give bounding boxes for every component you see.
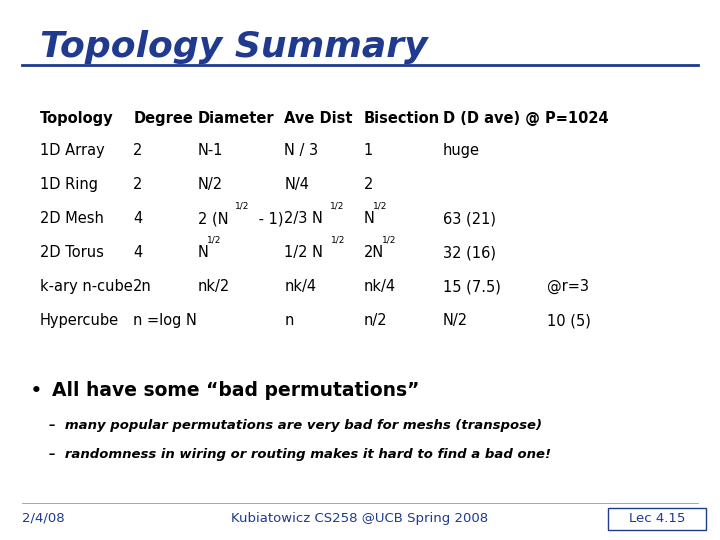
Text: Kubiatowicz CS258 @UCB Spring 2008: Kubiatowicz CS258 @UCB Spring 2008 [231, 512, 489, 525]
Text: 1/2: 1/2 [331, 235, 346, 245]
Text: Topology Summary: Topology Summary [40, 30, 427, 64]
Text: nk/4: nk/4 [284, 279, 317, 294]
Text: N/4: N/4 [284, 177, 310, 192]
Text: Ave Dist: Ave Dist [284, 111, 353, 126]
Text: 10 (5): 10 (5) [547, 313, 591, 328]
Text: 2: 2 [133, 177, 143, 192]
Text: - 1): - 1) [254, 211, 284, 226]
Text: 1D Array: 1D Array [40, 143, 104, 158]
Text: 63 (21): 63 (21) [443, 211, 496, 226]
Text: N/2: N/2 [198, 177, 223, 192]
Text: nk/4: nk/4 [364, 279, 396, 294]
Text: 2N: 2N [364, 245, 384, 260]
Text: nk/2: nk/2 [198, 279, 230, 294]
Text: 2: 2 [364, 177, 373, 192]
Text: Hypercube: Hypercube [40, 313, 119, 328]
Text: 1/2: 1/2 [235, 201, 250, 211]
Text: huge: huge [443, 143, 480, 158]
Text: 1D Ring: 1D Ring [40, 177, 98, 192]
Text: 2/4/08: 2/4/08 [22, 512, 64, 525]
Text: Degree: Degree [133, 111, 193, 126]
Text: Diameter: Diameter [198, 111, 274, 126]
Text: 2 (N: 2 (N [198, 211, 229, 226]
Text: 1/2: 1/2 [373, 201, 387, 211]
Text: 32 (16): 32 (16) [443, 245, 496, 260]
Text: n/2: n/2 [364, 313, 387, 328]
Text: N: N [198, 245, 209, 260]
Text: 1/2: 1/2 [207, 235, 222, 245]
Text: –  many popular permutations are very bad for meshs (transpose): – many popular permutations are very bad… [49, 418, 542, 431]
Text: 2D Torus: 2D Torus [40, 245, 104, 260]
Text: k-ary n-cube: k-ary n-cube [40, 279, 132, 294]
Text: 15 (7.5): 15 (7.5) [443, 279, 500, 294]
FancyBboxPatch shape [608, 508, 706, 530]
Text: •: • [30, 381, 43, 401]
Text: 1/2: 1/2 [330, 201, 344, 211]
Text: N-1: N-1 [198, 143, 223, 158]
Text: D (D ave) @ P=1024: D (D ave) @ P=1024 [443, 111, 608, 126]
Text: 2n: 2n [133, 279, 152, 294]
Text: N/2: N/2 [443, 313, 468, 328]
Text: –  randomness in wiring or routing makes it hard to find a bad one!: – randomness in wiring or routing makes … [49, 448, 551, 461]
Text: All have some “bad permutations”: All have some “bad permutations” [52, 381, 419, 400]
Text: Bisection: Bisection [364, 111, 440, 126]
Text: N / 3: N / 3 [284, 143, 318, 158]
Text: 1/2: 1/2 [382, 235, 397, 245]
Text: N: N [364, 211, 374, 226]
Text: 2D Mesh: 2D Mesh [40, 211, 104, 226]
Text: 2: 2 [133, 143, 143, 158]
Text: 4: 4 [133, 245, 143, 260]
Text: Topology: Topology [40, 111, 113, 126]
Text: 4: 4 [133, 211, 143, 226]
Text: 1: 1 [364, 143, 373, 158]
Text: @r=3: @r=3 [547, 279, 589, 294]
Text: 2/3 N: 2/3 N [284, 211, 323, 226]
Text: Lec 4.15: Lec 4.15 [629, 512, 685, 525]
Text: n =log N: n =log N [133, 313, 197, 328]
Text: 1/2 N: 1/2 N [284, 245, 323, 260]
Text: n: n [284, 313, 294, 328]
